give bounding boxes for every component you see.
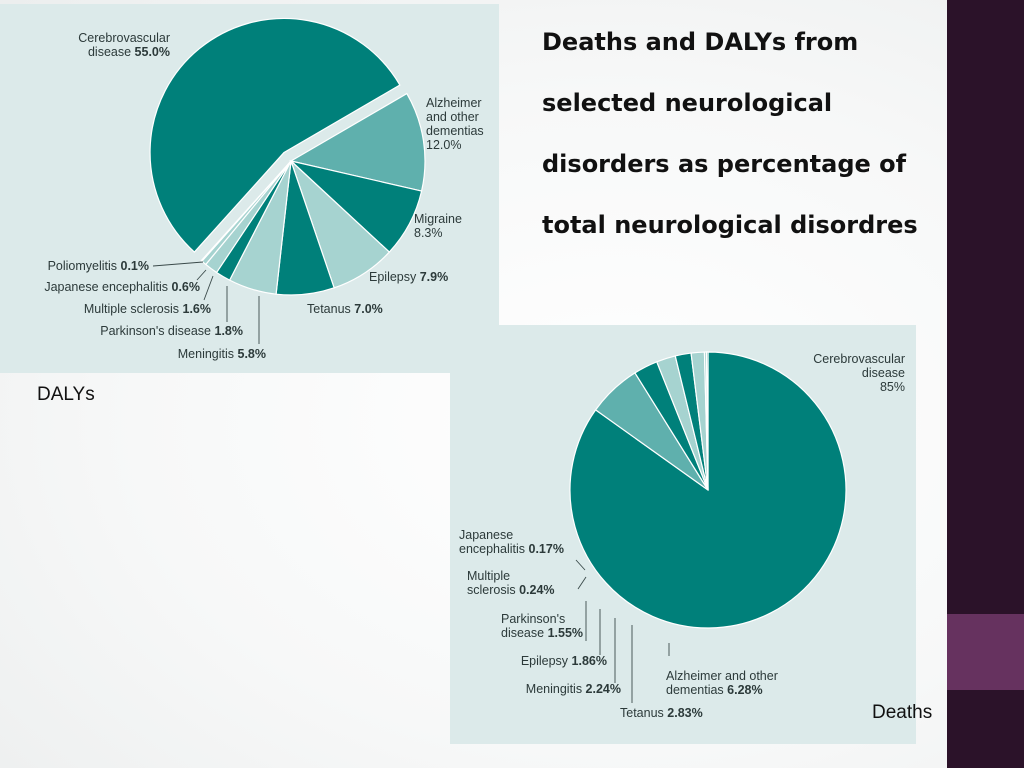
leader-line-japanese-encephalitis	[575, 559, 586, 571]
deaths-pie-chart: Cerebrovascular disease 85% Alzheimer and o…	[450, 325, 916, 744]
slice-label-epilepsy: Epilepsy 1.86%	[521, 654, 607, 668]
slice-label-cerebrovascular-disease: Cerebrovascular disease 55.0%	[78, 31, 170, 59]
pie-slice-japanese-encephalitis	[705, 351, 709, 491]
slice-label-multiple-sclerosis: Multiple sclerosis 1.6%	[84, 302, 211, 316]
slice-label-multiple-sclerosis: Multiple sclerosis 0.24%	[467, 569, 555, 597]
slice-label-japanese-encephalitis: Japanese encephalitis 0.17%	[459, 528, 564, 556]
slice-label-cerebrovascular-disease: Cerebrovascular disease 85%	[813, 352, 905, 394]
slice-label-epilepsy: Epilepsy 7.9%	[369, 270, 448, 284]
pie-slice-alzheimer-and-other-dementias	[289, 92, 426, 192]
leader-line-poliomyelitis	[152, 261, 204, 267]
dalys-pie-svg: Cerebrovascular disease 55.0% Alzheimer and…	[44, 17, 484, 361]
slide-sidebar-accent	[947, 614, 1024, 690]
slice-label-poliomyelitis: Poliomyelitis 0.1%	[48, 259, 149, 273]
pie-slice-poliomyelitis	[200, 160, 292, 262]
pie-slice-cerebrovascular-disease	[149, 17, 401, 253]
slice-label-migraine: Migraine 8.3%	[414, 212, 462, 240]
slice-label-alzheimer-and-other-dementias: Alzheimer and other dementias 12.0%	[426, 96, 484, 152]
deaths-caption: Deaths	[872, 702, 933, 723]
slice-label-meningitis: Meningitis 5.8%	[178, 347, 266, 361]
leader-line-multiple-sclerosis	[577, 576, 587, 590]
slice-label-japanese-encephalitis: Japanese encephalitis 0.6%	[44, 280, 200, 294]
slice-label-tetanus: Tetanus 2.83%	[620, 706, 703, 720]
slice-label-parkinson-s-disease: Parkinson's disease 1.8%	[100, 324, 243, 338]
slice-label-parkinson-s-disease: Parkinson's disease 1.55%	[501, 612, 583, 640]
leader-line-multiple-sclerosis	[203, 275, 214, 301]
dalys-pie-chart: Cerebrovascular disease 55.0% Alzheimer and…	[0, 4, 499, 373]
slide-title: Deaths and DALYs from selected neurologi…	[542, 28, 918, 239]
slice-label-tetanus: Tetanus 7.0%	[307, 302, 383, 316]
deaths-pie-svg: Cerebrovascular disease 85% Alzheimer and o…	[459, 351, 905, 720]
dalys-caption: DALYs	[37, 384, 95, 405]
slice-label-meningitis: Meningitis 2.24%	[526, 682, 621, 696]
slice-label-alzheimer-and-other-dementias: Alzheimer and other dementias 6.28%	[666, 669, 778, 697]
leader-line-japanese-encephalitis	[196, 269, 207, 281]
